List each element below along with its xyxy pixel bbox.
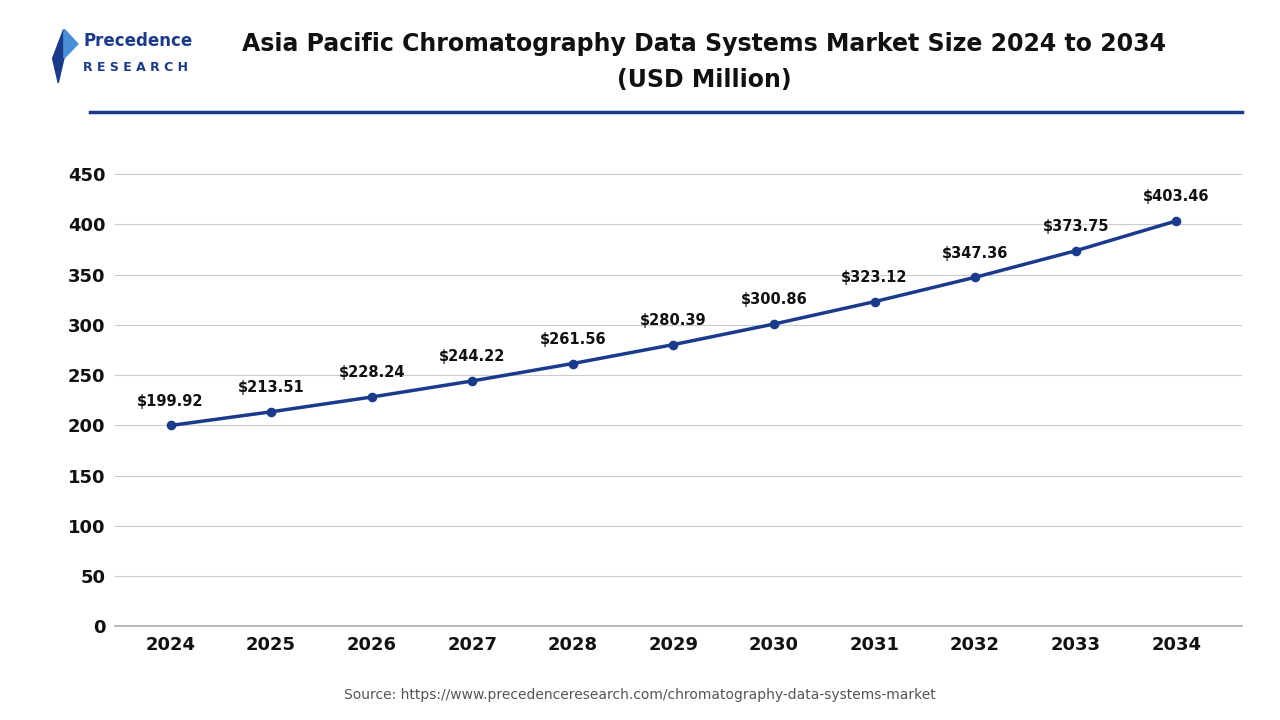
Text: $244.22: $244.22	[439, 349, 506, 364]
Point	[563, 358, 584, 369]
Point	[160, 420, 180, 431]
Text: $323.12: $323.12	[841, 270, 908, 285]
Text: $300.86: $300.86	[741, 292, 808, 307]
Polygon shape	[52, 58, 64, 83]
Point	[1065, 245, 1085, 256]
Text: (USD Million): (USD Million)	[617, 68, 791, 92]
Text: Asia Pacific Chromatography Data Systems Market Size 2024 to 2034: Asia Pacific Chromatography Data Systems…	[242, 32, 1166, 56]
Point	[663, 339, 684, 351]
Text: $373.75: $373.75	[1042, 219, 1108, 234]
Text: $261.56: $261.56	[539, 332, 607, 347]
Text: $403.46: $403.46	[1143, 189, 1210, 204]
Text: Source: https://www.precedenceresearch.com/chromatography-data-systems-market: Source: https://www.precedenceresearch.c…	[344, 688, 936, 702]
Text: R E S E A R C H: R E S E A R C H	[83, 61, 188, 74]
Text: $347.36: $347.36	[942, 246, 1009, 261]
Text: $199.92: $199.92	[137, 394, 204, 409]
Polygon shape	[52, 29, 64, 58]
Point	[965, 271, 986, 283]
Point	[462, 375, 483, 387]
Point	[361, 391, 381, 402]
Text: $213.51: $213.51	[238, 380, 305, 395]
Point	[261, 406, 282, 418]
Text: $228.24: $228.24	[338, 365, 404, 380]
Point	[1166, 215, 1187, 227]
Text: Precedence: Precedence	[83, 32, 192, 50]
Text: $280.39: $280.39	[640, 313, 707, 328]
Polygon shape	[64, 29, 78, 58]
Point	[764, 318, 785, 330]
Point	[864, 296, 884, 307]
